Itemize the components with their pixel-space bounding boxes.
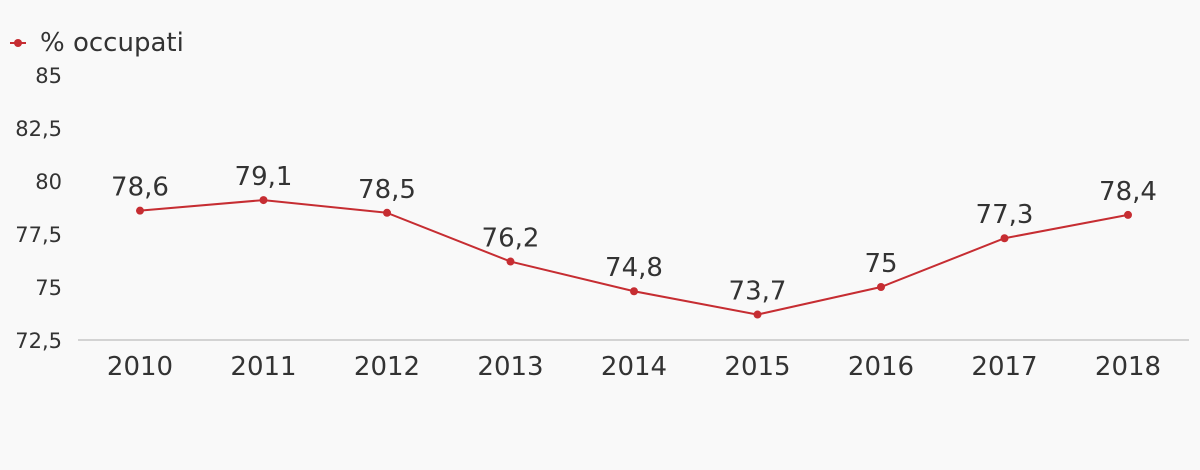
data-point [877,283,885,291]
data-labels: 78,6 79,1 78,5 76,2 74,8 73,7 75 77,3 78,4 [111,162,1157,306]
data-point [1000,234,1009,243]
x-tick-label: 2010 [107,352,173,382]
y-tick-label: 77,5 [15,223,62,247]
legend-label: % occupati [40,28,184,58]
data-point [259,196,268,205]
x-tick-label: 2017 [971,352,1037,382]
data-label: 78,6 [111,173,169,203]
data-label: 75 [864,249,897,279]
y-tick-label: 82,5 [15,117,62,141]
data-point [1124,210,1132,219]
data-point [753,310,762,319]
data-point [136,206,144,215]
y-tick-label: 75 [35,276,62,300]
x-tick-label: 2015 [724,352,790,382]
data-label: 79,1 [235,162,293,192]
data-points [136,196,1132,319]
x-tick-label: 2013 [477,352,543,382]
x-axis: 2010 2011 2012 2013 2014 2015 2016 2017 2018 [107,352,1161,382]
x-tick-label: 2014 [601,352,667,382]
data-label: 77,3 [976,200,1034,230]
data-point [630,287,638,296]
data-label: 78,5 [358,175,416,205]
y-tick-label: 72,5 [15,329,62,353]
data-label: 78,4 [1099,177,1157,207]
legend: % occupati [10,28,184,58]
legend-dot-marker [14,39,22,47]
y-tick-label: 80 [35,170,62,194]
data-label: 74,8 [605,253,663,283]
data-point [506,257,515,266]
y-tick-label: 85 [35,64,62,88]
x-tick-label: 2012 [354,352,420,382]
x-tick-label: 2016 [848,352,914,382]
x-tick-label: 2011 [230,352,296,382]
data-label: 73,7 [729,277,787,307]
data-point [383,208,391,217]
data-label: 76,2 [482,224,540,254]
x-tick-label: 2018 [1095,352,1161,382]
y-axis: 72,5 75 77,5 80 82,5 85 [15,64,62,353]
